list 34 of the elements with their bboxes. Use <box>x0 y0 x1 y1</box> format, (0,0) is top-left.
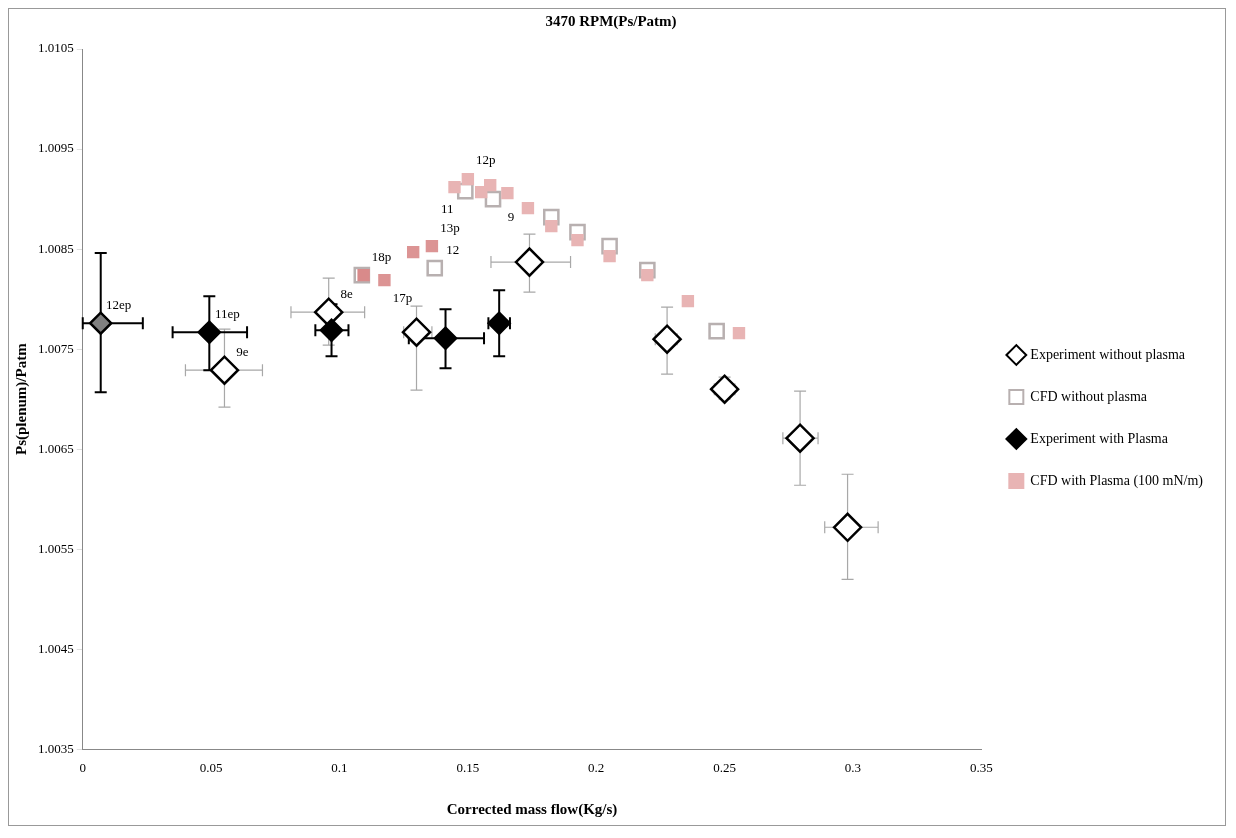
y-tick-label: 1.0035 <box>38 740 74 756</box>
legend-label: Experiment with Plasma <box>1030 430 1169 446</box>
annotation: 11 <box>441 200 454 216</box>
y-tick-label: 1.0055 <box>38 540 74 556</box>
annotation: 18p <box>371 248 392 264</box>
annotation: 9 <box>507 208 515 224</box>
annotation: 13p <box>440 219 460 235</box>
annotation: 12p <box>476 152 496 168</box>
x-tick-label: 0.3 <box>844 759 862 775</box>
y-tick-label: 1.0075 <box>38 340 74 356</box>
y-tick-label: 1.0085 <box>38 240 74 256</box>
x-axis-title: Corrected mass flow(Kg/s) <box>446 800 618 818</box>
x-tick-label: 0.15 <box>456 759 480 775</box>
annotation: 17p <box>392 289 413 305</box>
x-tick-label: 0.1 <box>331 759 348 775</box>
x-tick-label: 0.35 <box>969 759 993 775</box>
x-tick-label: 0.2 <box>588 759 605 775</box>
annotation: 12ep <box>106 296 132 312</box>
y-tick-label: 1.0045 <box>38 640 74 656</box>
chart-title: 3470 RPM(Ps/Patm) <box>545 12 677 30</box>
x-tick-label: 0.25 <box>713 759 736 775</box>
annotation: 12 <box>446 241 460 257</box>
legend-label: CFD with Plasma (100 mN/m) <box>1030 472 1204 489</box>
y-axis-title: Ps(plenum)/Patm <box>12 342 30 456</box>
annotation: 11ep <box>214 305 240 321</box>
annotation: 8e <box>340 285 354 301</box>
legend-label: CFD without plasma <box>1030 388 1148 404</box>
annotation: 9e <box>236 343 249 359</box>
x-tick-label: 0 <box>79 759 86 775</box>
y-tick-label: 1.0065 <box>38 440 74 456</box>
x-tick-label: 0.05 <box>199 759 223 775</box>
y-tick-label: 1.0095 <box>38 140 74 156</box>
legend-label: Experiment without plasma <box>1030 346 1186 362</box>
y-tick-label: 1.0105 <box>38 40 74 56</box>
